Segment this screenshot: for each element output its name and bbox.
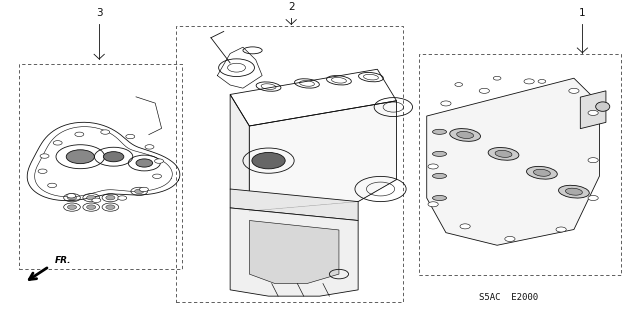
Circle shape [38,169,47,174]
Ellipse shape [433,196,447,201]
Circle shape [86,205,96,209]
Polygon shape [427,78,600,245]
Circle shape [588,110,598,115]
Circle shape [67,194,76,198]
Circle shape [538,79,546,83]
Bar [176,26,403,302]
Circle shape [460,224,470,229]
Circle shape [455,83,463,86]
Ellipse shape [596,102,610,111]
Polygon shape [230,189,358,220]
Polygon shape [250,220,339,284]
Circle shape [588,158,598,163]
Circle shape [556,227,566,232]
Circle shape [154,159,163,163]
Ellipse shape [488,147,519,160]
Circle shape [104,152,124,162]
Circle shape [134,189,144,194]
Bar [19,64,182,269]
Circle shape [588,196,598,201]
Circle shape [53,141,62,145]
Circle shape [126,134,135,139]
Circle shape [67,150,95,164]
Ellipse shape [433,151,447,156]
Circle shape [505,236,515,241]
Circle shape [136,159,152,167]
Circle shape [569,88,579,93]
Circle shape [106,196,115,200]
Ellipse shape [566,188,582,195]
Circle shape [428,164,438,169]
Ellipse shape [495,150,512,157]
Circle shape [493,76,501,80]
Polygon shape [250,101,397,211]
Circle shape [524,79,534,84]
Text: 1: 1 [579,8,586,18]
Circle shape [252,152,285,169]
Circle shape [47,183,56,188]
Circle shape [106,205,115,209]
Ellipse shape [559,185,589,198]
Text: FR.: FR. [54,256,71,265]
Circle shape [75,132,84,137]
Ellipse shape [534,169,550,176]
Circle shape [428,202,438,207]
Circle shape [86,196,96,200]
Text: S5AC  E2000: S5AC E2000 [479,293,538,302]
Text: 2: 2 [288,2,294,12]
Ellipse shape [527,167,557,179]
Circle shape [145,145,154,149]
Polygon shape [580,91,606,129]
Circle shape [118,196,127,200]
Ellipse shape [433,174,447,178]
Circle shape [92,198,101,203]
Text: 3: 3 [96,8,102,18]
Bar [419,54,621,275]
Circle shape [67,196,77,200]
Circle shape [100,130,109,134]
Circle shape [479,88,490,93]
Ellipse shape [433,129,447,134]
Ellipse shape [450,129,481,141]
Polygon shape [230,208,358,296]
Circle shape [441,101,451,106]
Circle shape [67,205,77,209]
Polygon shape [230,94,250,211]
Circle shape [152,174,161,178]
Circle shape [140,187,148,192]
Circle shape [40,154,49,158]
Ellipse shape [457,131,474,138]
